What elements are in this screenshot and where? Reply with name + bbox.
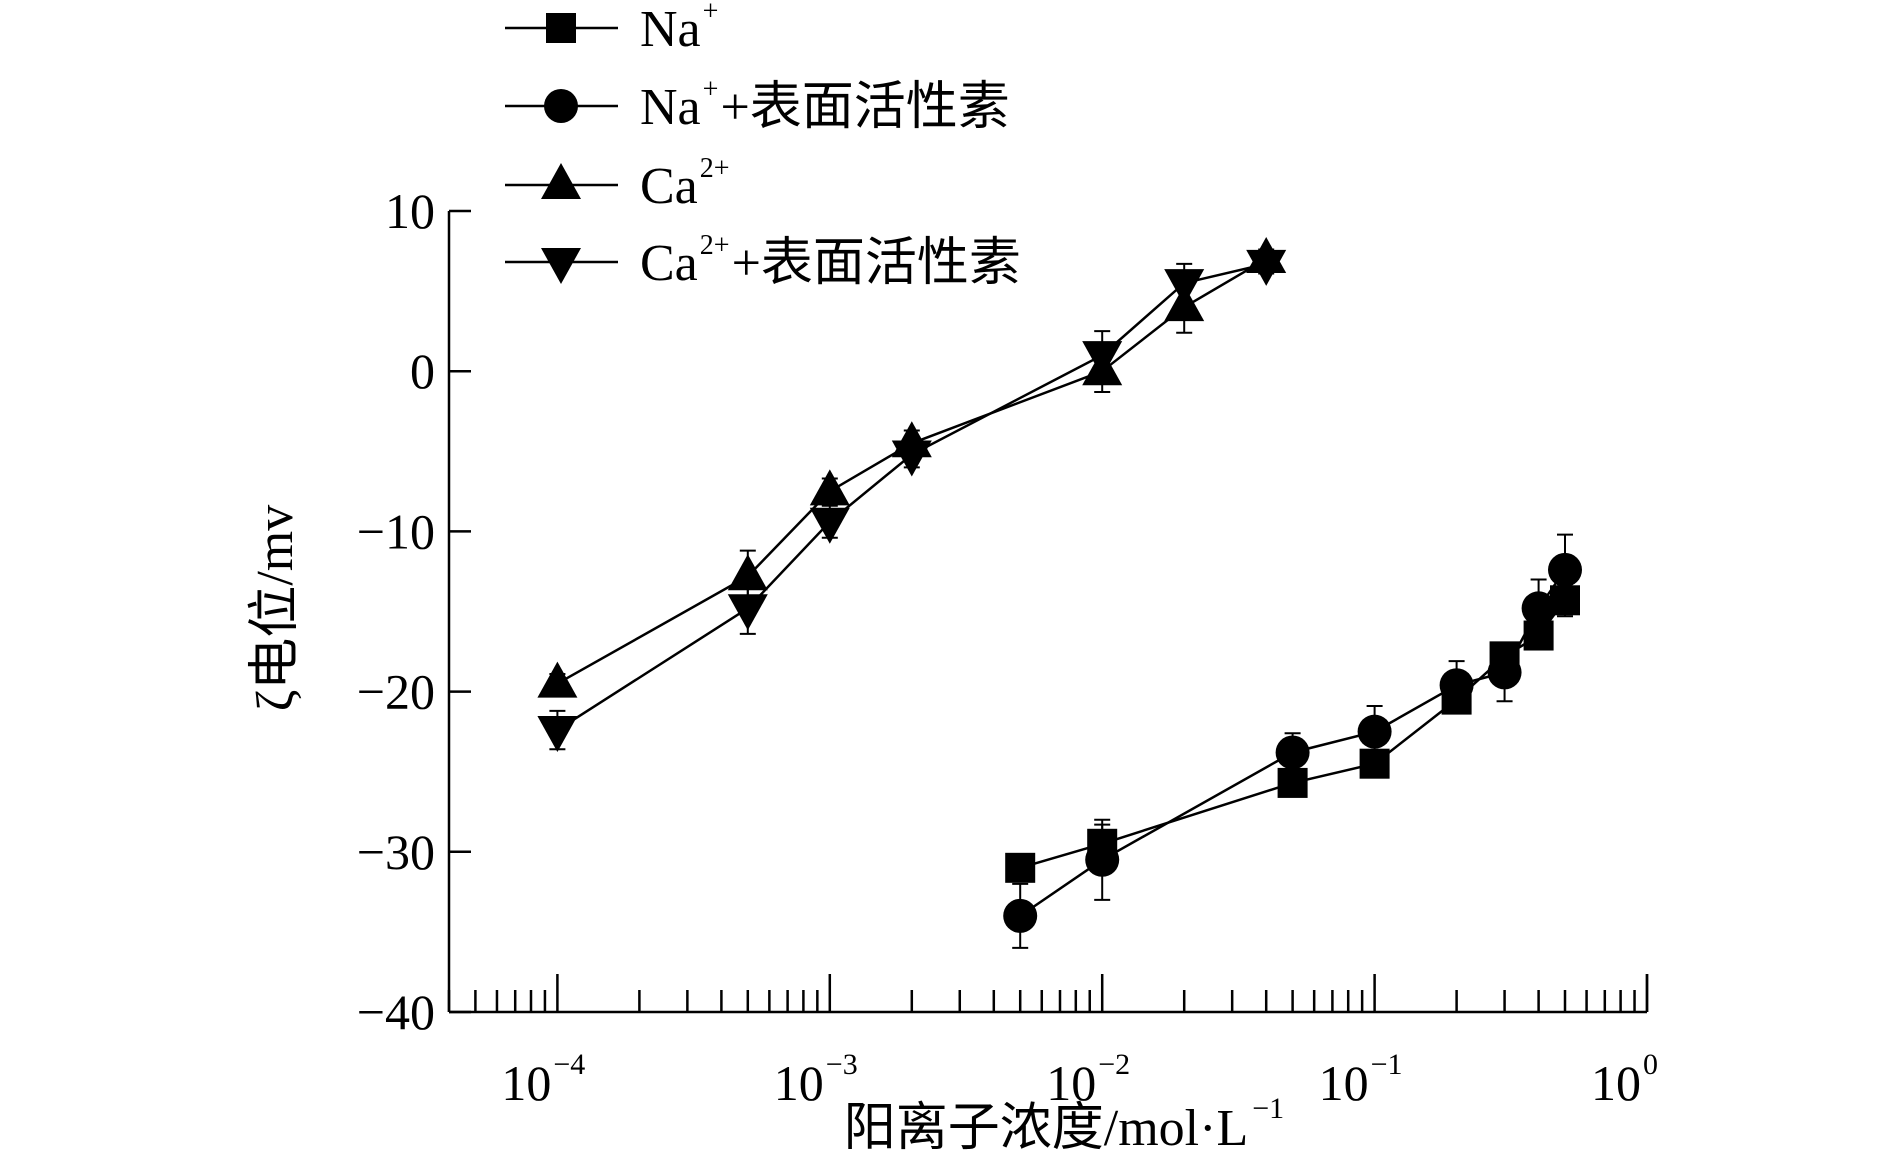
data-point bbox=[1547, 552, 1582, 587]
data-point bbox=[1357, 714, 1392, 749]
legend-label-suffix: +表面活性素 bbox=[732, 235, 1021, 292]
series-4 bbox=[537, 249, 1287, 753]
data-point bbox=[1277, 767, 1308, 798]
legend-label-sup: 2+ bbox=[700, 230, 730, 261]
x-tick-label: 10 −1 bbox=[1319, 1048, 1403, 1111]
data-point bbox=[891, 440, 932, 477]
legend-item-2: Na + +表面活性素 bbox=[505, 74, 1010, 136]
data-point bbox=[1085, 842, 1120, 877]
legend-label-base: Ca bbox=[640, 235, 698, 292]
y-tick-label: 0 bbox=[410, 343, 435, 399]
legend-label-base: Na bbox=[640, 1, 701, 58]
series-2 bbox=[1003, 533, 1582, 949]
x-tick-label-base: 10 bbox=[1319, 1055, 1369, 1111]
x-tick-label: 10 0 bbox=[1591, 1048, 1658, 1111]
x-tick-label-base: 10 bbox=[774, 1055, 824, 1111]
data-point bbox=[1003, 898, 1038, 933]
legend-marker bbox=[546, 13, 576, 43]
legend-label-sup: + bbox=[703, 0, 719, 27]
series-line bbox=[556, 262, 1267, 732]
data-point bbox=[1275, 735, 1310, 770]
x-tick-label-exponent: −1 bbox=[1371, 1048, 1403, 1081]
data-point bbox=[1246, 249, 1287, 286]
x-axis-label-sup: −1 bbox=[1252, 1092, 1284, 1125]
x-tick-label-exponent: −2 bbox=[1098, 1048, 1130, 1081]
x-tick-label-base: 10 bbox=[501, 1055, 551, 1111]
data-point bbox=[1487, 655, 1522, 690]
x-tick-label-base: 10 bbox=[1591, 1055, 1641, 1111]
data-point bbox=[1521, 591, 1556, 626]
y-tick-label: 10 bbox=[385, 183, 435, 239]
x-tick-label-exponent: −4 bbox=[553, 1048, 585, 1081]
data-point bbox=[809, 507, 850, 544]
legend-label-base: Ca bbox=[640, 158, 698, 215]
y-axis-label: ζ电位/mv bbox=[247, 505, 304, 711]
x-tick-label: 10 −3 bbox=[774, 1048, 858, 1111]
legend-item-3: Ca 2+ bbox=[505, 153, 730, 215]
data-point bbox=[537, 661, 578, 698]
data-point bbox=[809, 469, 850, 506]
data-point bbox=[1082, 341, 1123, 378]
data-point bbox=[1439, 668, 1474, 703]
data-point bbox=[1005, 852, 1036, 883]
y-tick-label: −40 bbox=[357, 984, 435, 1040]
legend-label-base: Na bbox=[640, 79, 701, 136]
x-tick-label: 10 −4 bbox=[501, 1048, 585, 1111]
data-point bbox=[727, 594, 768, 631]
data-point bbox=[537, 716, 578, 753]
series-layer bbox=[537, 237, 1582, 949]
y-tick-label: −10 bbox=[357, 503, 435, 559]
legend-marker bbox=[544, 89, 578, 123]
x-tick-label-exponent: 0 bbox=[1643, 1048, 1658, 1081]
legend-label-sup: + bbox=[703, 74, 719, 105]
x-axis-label: 阳离子浓度/mol·L bbox=[844, 1100, 1248, 1157]
x-tick-label: 10 −2 bbox=[1046, 1048, 1130, 1111]
legend-label-sup: 2+ bbox=[700, 153, 730, 184]
y-tick-label: −20 bbox=[357, 664, 435, 720]
data-point bbox=[727, 554, 768, 591]
legend-marker bbox=[541, 248, 581, 284]
y-tick-label: −30 bbox=[357, 824, 435, 880]
legend-label-suffix: +表面活性素 bbox=[720, 79, 1009, 136]
legend-item-1: Na + bbox=[505, 0, 718, 58]
x-tick-label-exponent: −3 bbox=[826, 1048, 858, 1081]
x-tick-label-base: 10 bbox=[1046, 1055, 1096, 1111]
legend-marker bbox=[541, 163, 581, 199]
data-point bbox=[1164, 269, 1205, 306]
legend-item-4: Ca 2+ +表面活性素 bbox=[505, 230, 1021, 292]
